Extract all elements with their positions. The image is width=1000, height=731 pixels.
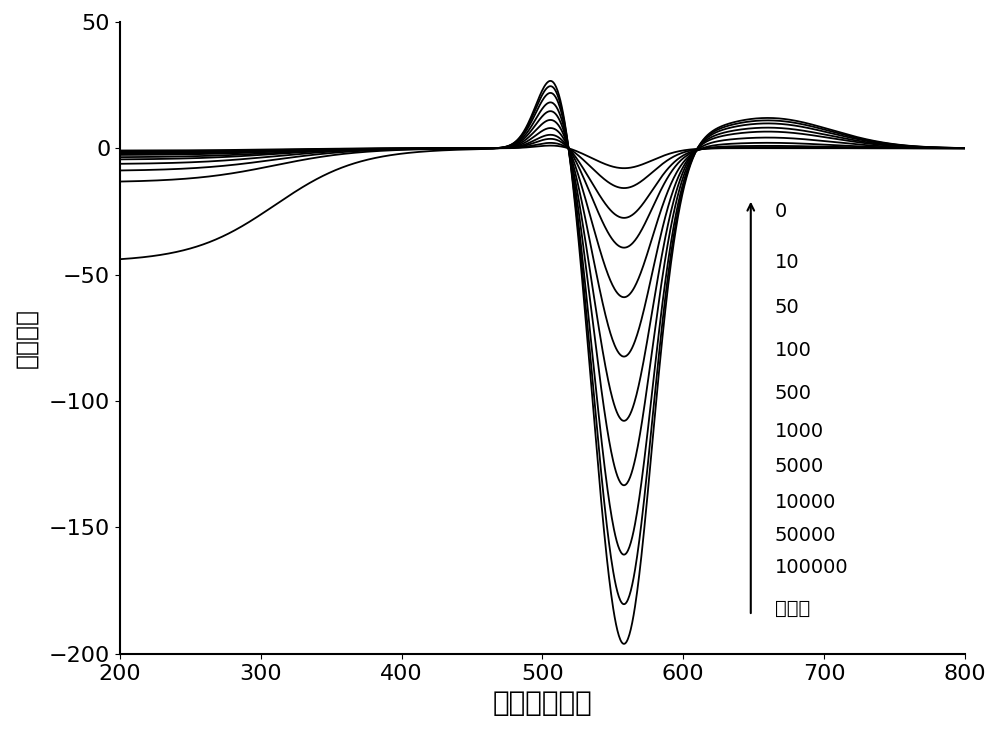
Text: 100: 100 [775,341,812,360]
Text: 空白组: 空白组 [775,599,810,618]
Text: 50: 50 [775,298,799,317]
Text: 100000: 100000 [775,558,848,577]
Text: 50000: 50000 [775,526,836,545]
Text: 10: 10 [775,252,799,271]
X-axis label: 波长（纳米）: 波长（纳米） [493,689,592,717]
Y-axis label: 手性强度: 手性强度 [14,308,38,368]
Text: 10000: 10000 [775,493,836,512]
Text: 1000: 1000 [775,422,824,441]
Text: 0: 0 [775,202,787,221]
Text: 500: 500 [775,384,812,403]
Text: 5000: 5000 [775,458,824,477]
